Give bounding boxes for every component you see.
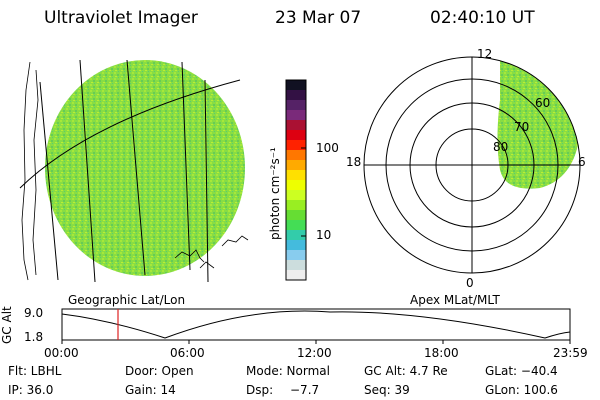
glat-info: GLat: −40.4 — [485, 364, 558, 378]
gcalt-info: GC Alt: 4.7 Re — [364, 364, 448, 378]
globe-image — [19, 59, 249, 283]
door-info: Door: Open — [125, 364, 194, 378]
coastline — [21, 61, 249, 281]
instrument-title: Ultraviolet Imager — [44, 8, 198, 28]
colorbar-segment — [286, 160, 306, 171]
xtick-0000: 00:00 — [44, 346, 79, 360]
lat-label-70: 70 — [514, 120, 530, 134]
colorbar-segment — [286, 100, 306, 111]
colorbar-tick-10: 10 — [316, 228, 332, 242]
xtick-1200: 12:00 — [297, 346, 332, 360]
ip-info: IP: 36.0 — [8, 383, 54, 397]
altitude-ytick-1.8: 1.8 — [24, 330, 44, 344]
colorbar-segment — [286, 110, 306, 121]
filter-info: Flt: LBHL — [8, 364, 62, 378]
colorbar-segment — [286, 140, 306, 151]
altitude-plot — [61, 308, 571, 344]
xtick-1800: 18:00 — [424, 346, 459, 360]
colorbar — [285, 79, 307, 281]
mlt-label-0: 0 — [466, 276, 474, 290]
colorbar-segment — [286, 150, 306, 161]
mlt-label-18: 18 — [346, 155, 362, 169]
lat-label-80: 80 — [493, 140, 509, 154]
mlt-label-6: 6 — [578, 155, 586, 169]
date-label: 23 Mar 07 — [275, 8, 362, 28]
colorbar-segment — [286, 170, 306, 181]
dsp-label: Dsp: — [246, 383, 274, 397]
colorbar-segment — [286, 180, 306, 191]
colorbar-segment — [286, 200, 306, 211]
colorbar-segment — [286, 250, 306, 261]
colorbar-tick-100: 100 — [316, 141, 339, 155]
colorbar-segment — [286, 270, 306, 281]
seq-info: Seq: 39 — [364, 383, 410, 397]
latitude-line — [19, 79, 241, 189]
colorbar-segment — [286, 80, 306, 91]
altitude-frame — [61, 308, 571, 341]
colorbar-segment — [286, 210, 306, 221]
colorbar-frame — [285, 79, 307, 281]
xtick-2359: 23:59 — [553, 346, 588, 360]
colorbar-segment — [286, 190, 306, 201]
gain-info: Gain: 14 — [125, 383, 176, 397]
globe-caption: Geographic Lat/Lon — [68, 293, 186, 307]
colorbar-segment — [286, 90, 306, 101]
colorbar-segment — [286, 240, 306, 251]
colorbar-segment — [286, 220, 306, 231]
lat-label-60: 60 — [535, 96, 551, 110]
colorbar-segment — [286, 260, 306, 271]
auroral-region — [497, 57, 580, 189]
colorbar-unit-label: photon cm⁻²s⁻¹ — [268, 147, 282, 240]
glon-info: GLon: 100.6 — [485, 383, 558, 397]
longitude-lines — [39, 59, 209, 283]
mlt-label-12: 12 — [477, 47, 493, 61]
globe-disc — [45, 60, 245, 276]
altitude-ytick-9: 9.0 — [24, 306, 44, 320]
mode-info: Mode: Normal — [246, 364, 330, 378]
colorbar-segment — [286, 120, 306, 131]
time-label: 02:40:10 UT — [430, 8, 535, 28]
polar-caption: Apex MLat/MLT — [410, 293, 500, 307]
colorbar-segment — [286, 230, 306, 241]
dsp-value: −7.7 — [290, 383, 320, 397]
altitude-ylabel: GC Alt — [0, 306, 14, 344]
xtick-0600: 06:00 — [170, 346, 205, 360]
colorbar-segment — [286, 130, 306, 141]
polar-plot — [363, 56, 581, 274]
altitude-curve — [61, 310, 571, 339]
